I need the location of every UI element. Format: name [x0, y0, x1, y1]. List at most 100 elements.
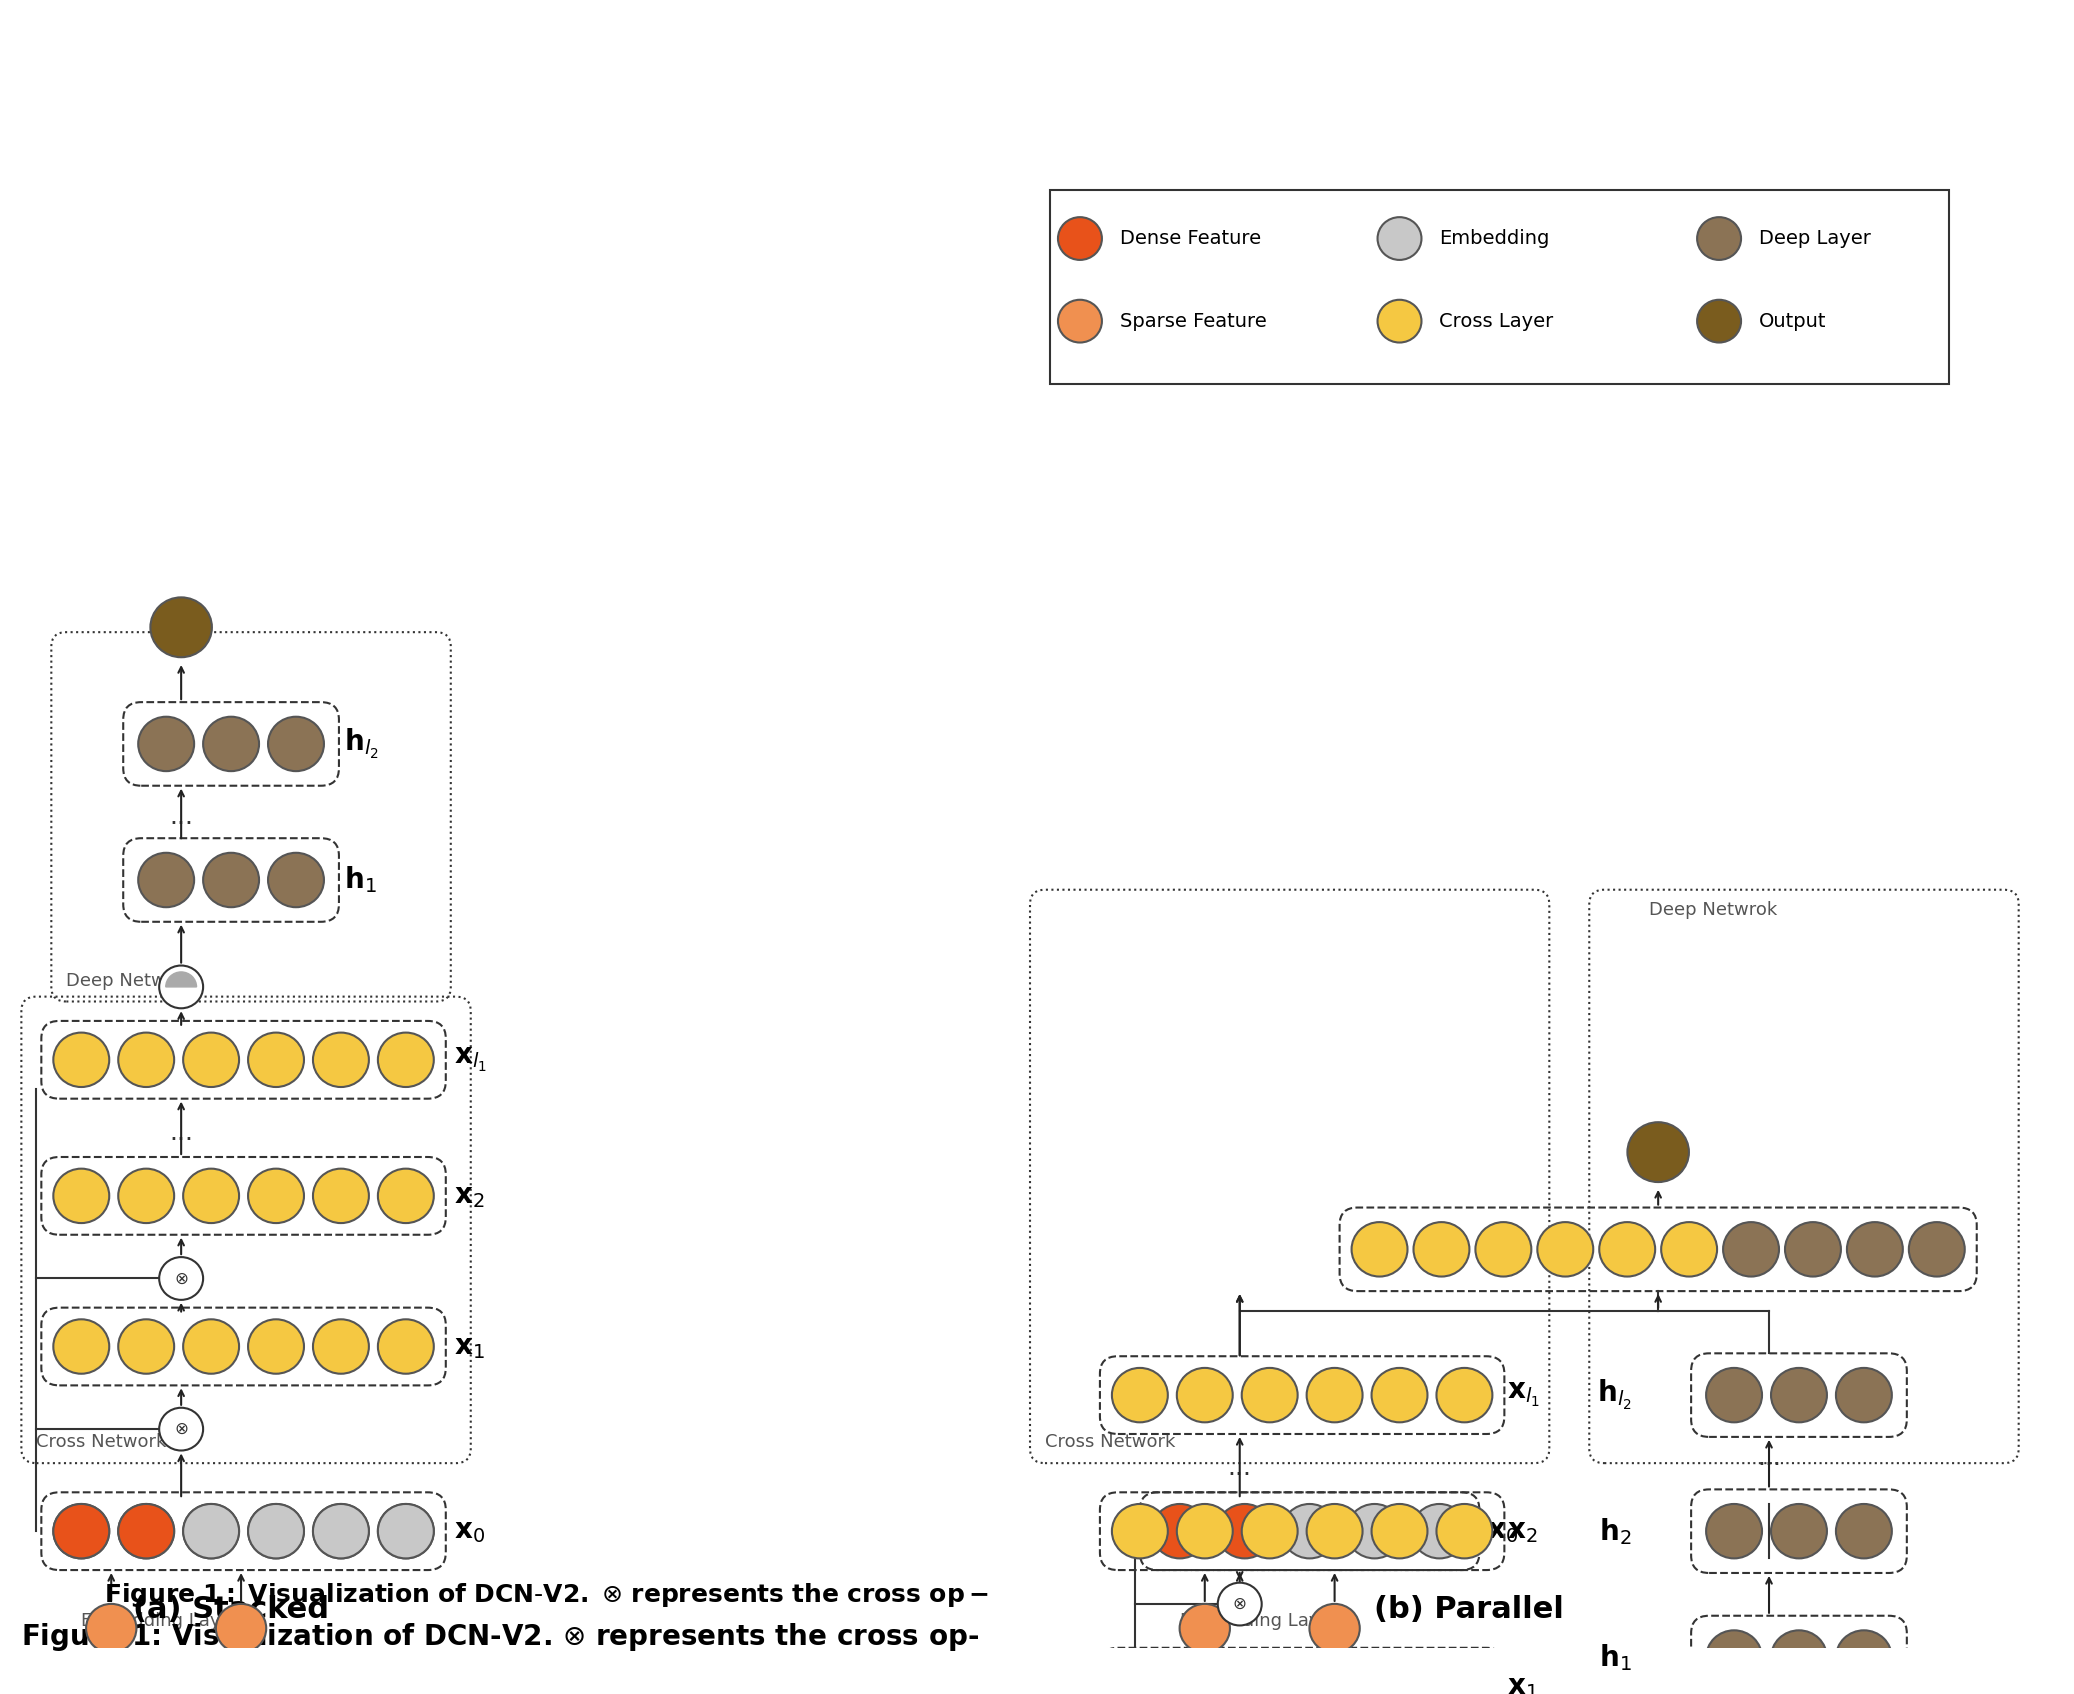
Circle shape: [203, 717, 259, 771]
Circle shape: [1112, 1367, 1168, 1423]
Circle shape: [249, 1504, 305, 1558]
Circle shape: [1835, 1630, 1891, 1686]
Circle shape: [313, 1169, 369, 1223]
Circle shape: [377, 1504, 433, 1558]
Circle shape: [1377, 300, 1421, 342]
Text: $\mathbf{x}_1$: $\mathbf{x}_1$: [454, 1333, 485, 1360]
Circle shape: [118, 1169, 174, 1223]
Circle shape: [1707, 1367, 1763, 1423]
Circle shape: [313, 1504, 369, 1558]
Circle shape: [249, 1169, 305, 1223]
Text: $\otimes$: $\otimes$: [1232, 1596, 1246, 1613]
Circle shape: [1058, 300, 1101, 342]
Circle shape: [1908, 1221, 1964, 1277]
Text: ...: ...: [1228, 1457, 1253, 1481]
Circle shape: [1599, 1221, 1655, 1277]
Circle shape: [183, 1169, 239, 1223]
Text: $\otimes$: $\otimes$: [174, 1420, 189, 1438]
Circle shape: [1835, 1367, 1891, 1423]
Text: $\mathbf{x}_1$: $\mathbf{x}_1$: [1508, 1672, 1539, 1694]
Circle shape: [1307, 1660, 1363, 1694]
Circle shape: [249, 1504, 305, 1558]
Circle shape: [139, 852, 195, 908]
Circle shape: [377, 1504, 433, 1558]
Circle shape: [1242, 1367, 1298, 1423]
Text: $\mathbf{h}_{l_2}$: $\mathbf{h}_{l_2}$: [344, 727, 380, 761]
Circle shape: [1176, 1504, 1232, 1558]
Circle shape: [151, 598, 212, 657]
Text: (a) Stacked: (a) Stacked: [133, 1594, 330, 1623]
Circle shape: [1371, 1504, 1427, 1558]
Circle shape: [216, 1604, 265, 1653]
Circle shape: [54, 1320, 110, 1374]
Circle shape: [249, 1320, 305, 1374]
FancyBboxPatch shape: [1049, 190, 1950, 385]
Text: ...: ...: [1757, 1447, 1782, 1470]
Circle shape: [313, 1504, 369, 1558]
Wedge shape: [166, 972, 197, 988]
Circle shape: [54, 1504, 110, 1558]
Circle shape: [118, 1320, 174, 1374]
Circle shape: [118, 1033, 174, 1088]
Text: $\mathbf{h}_{l_2}$: $\mathbf{h}_{l_2}$: [1597, 1377, 1632, 1413]
Text: $\otimes$: $\otimes$: [174, 1269, 189, 1287]
Text: Deep Layer: Deep Layer: [1759, 229, 1871, 247]
Circle shape: [1371, 1660, 1427, 1694]
Circle shape: [313, 1320, 369, 1374]
Circle shape: [1786, 1221, 1842, 1277]
Circle shape: [1707, 1630, 1763, 1686]
Circle shape: [1848, 1221, 1902, 1277]
Circle shape: [1771, 1367, 1827, 1423]
Circle shape: [377, 1169, 433, 1223]
Circle shape: [1628, 1121, 1688, 1182]
Text: Deep Netwrok: Deep Netwrok: [1649, 901, 1777, 920]
Text: ...: ...: [170, 805, 193, 828]
Text: $\mathbf{h}_2$: $\mathbf{h}_2$: [1599, 1516, 1632, 1547]
Circle shape: [1112, 1660, 1168, 1694]
Text: $\mathbf{x}_2$: $\mathbf{x}_2$: [1508, 1518, 1539, 1545]
Circle shape: [1307, 1504, 1363, 1558]
Circle shape: [1437, 1504, 1493, 1558]
Circle shape: [203, 852, 259, 908]
Circle shape: [160, 1257, 203, 1299]
Circle shape: [1661, 1221, 1717, 1277]
Circle shape: [1282, 1504, 1338, 1558]
Circle shape: [183, 1504, 239, 1558]
Circle shape: [54, 1504, 110, 1558]
Circle shape: [1217, 1504, 1273, 1558]
Circle shape: [118, 1504, 174, 1558]
Text: Cross Network: Cross Network: [1045, 1433, 1176, 1452]
Text: $\mathbf{x}_{l_1}$: $\mathbf{x}_{l_1}$: [1508, 1381, 1541, 1409]
Text: $\mathbf{h}_1$: $\mathbf{h}_1$: [344, 864, 377, 896]
Circle shape: [54, 1169, 110, 1223]
Circle shape: [1475, 1221, 1531, 1277]
Text: Deep Netwrok: Deep Netwrok: [66, 972, 195, 989]
Circle shape: [183, 1033, 239, 1088]
Text: $\mathbf{h}_1$: $\mathbf{h}_1$: [1599, 1641, 1632, 1674]
Circle shape: [1151, 1504, 1207, 1558]
Text: Figure 1: Visualization of DCN-V2. $\otimes$ represents the cross op-: Figure 1: Visualization of DCN-V2. $\oti…: [21, 1621, 979, 1653]
Circle shape: [249, 1033, 305, 1088]
Circle shape: [1771, 1504, 1827, 1558]
Circle shape: [377, 1320, 433, 1374]
Text: ...: ...: [170, 1121, 193, 1145]
Circle shape: [1176, 1660, 1232, 1694]
Circle shape: [1723, 1221, 1779, 1277]
Text: Cross Layer: Cross Layer: [1439, 312, 1553, 330]
Text: $\bf{Figure\ 1:\ Visualization\ of\ DCN\text{-}V2.}$ $\otimes$ $\bf{represents\ : $\bf{Figure\ 1:\ Visualization\ of\ DCN\…: [104, 1581, 989, 1609]
Circle shape: [139, 717, 195, 771]
Circle shape: [1412, 1504, 1468, 1558]
Circle shape: [1414, 1221, 1468, 1277]
Circle shape: [1176, 1367, 1232, 1423]
Circle shape: [1112, 1504, 1168, 1558]
Circle shape: [1437, 1367, 1493, 1423]
Circle shape: [1242, 1660, 1298, 1694]
Circle shape: [268, 852, 324, 908]
Circle shape: [1307, 1367, 1363, 1423]
Circle shape: [377, 1033, 433, 1088]
Text: $\mathbf{x}_{l_1}$: $\mathbf{x}_{l_1}$: [454, 1045, 487, 1074]
Circle shape: [1697, 217, 1740, 259]
Circle shape: [183, 1320, 239, 1374]
Circle shape: [1058, 217, 1101, 259]
Circle shape: [1707, 1504, 1763, 1558]
